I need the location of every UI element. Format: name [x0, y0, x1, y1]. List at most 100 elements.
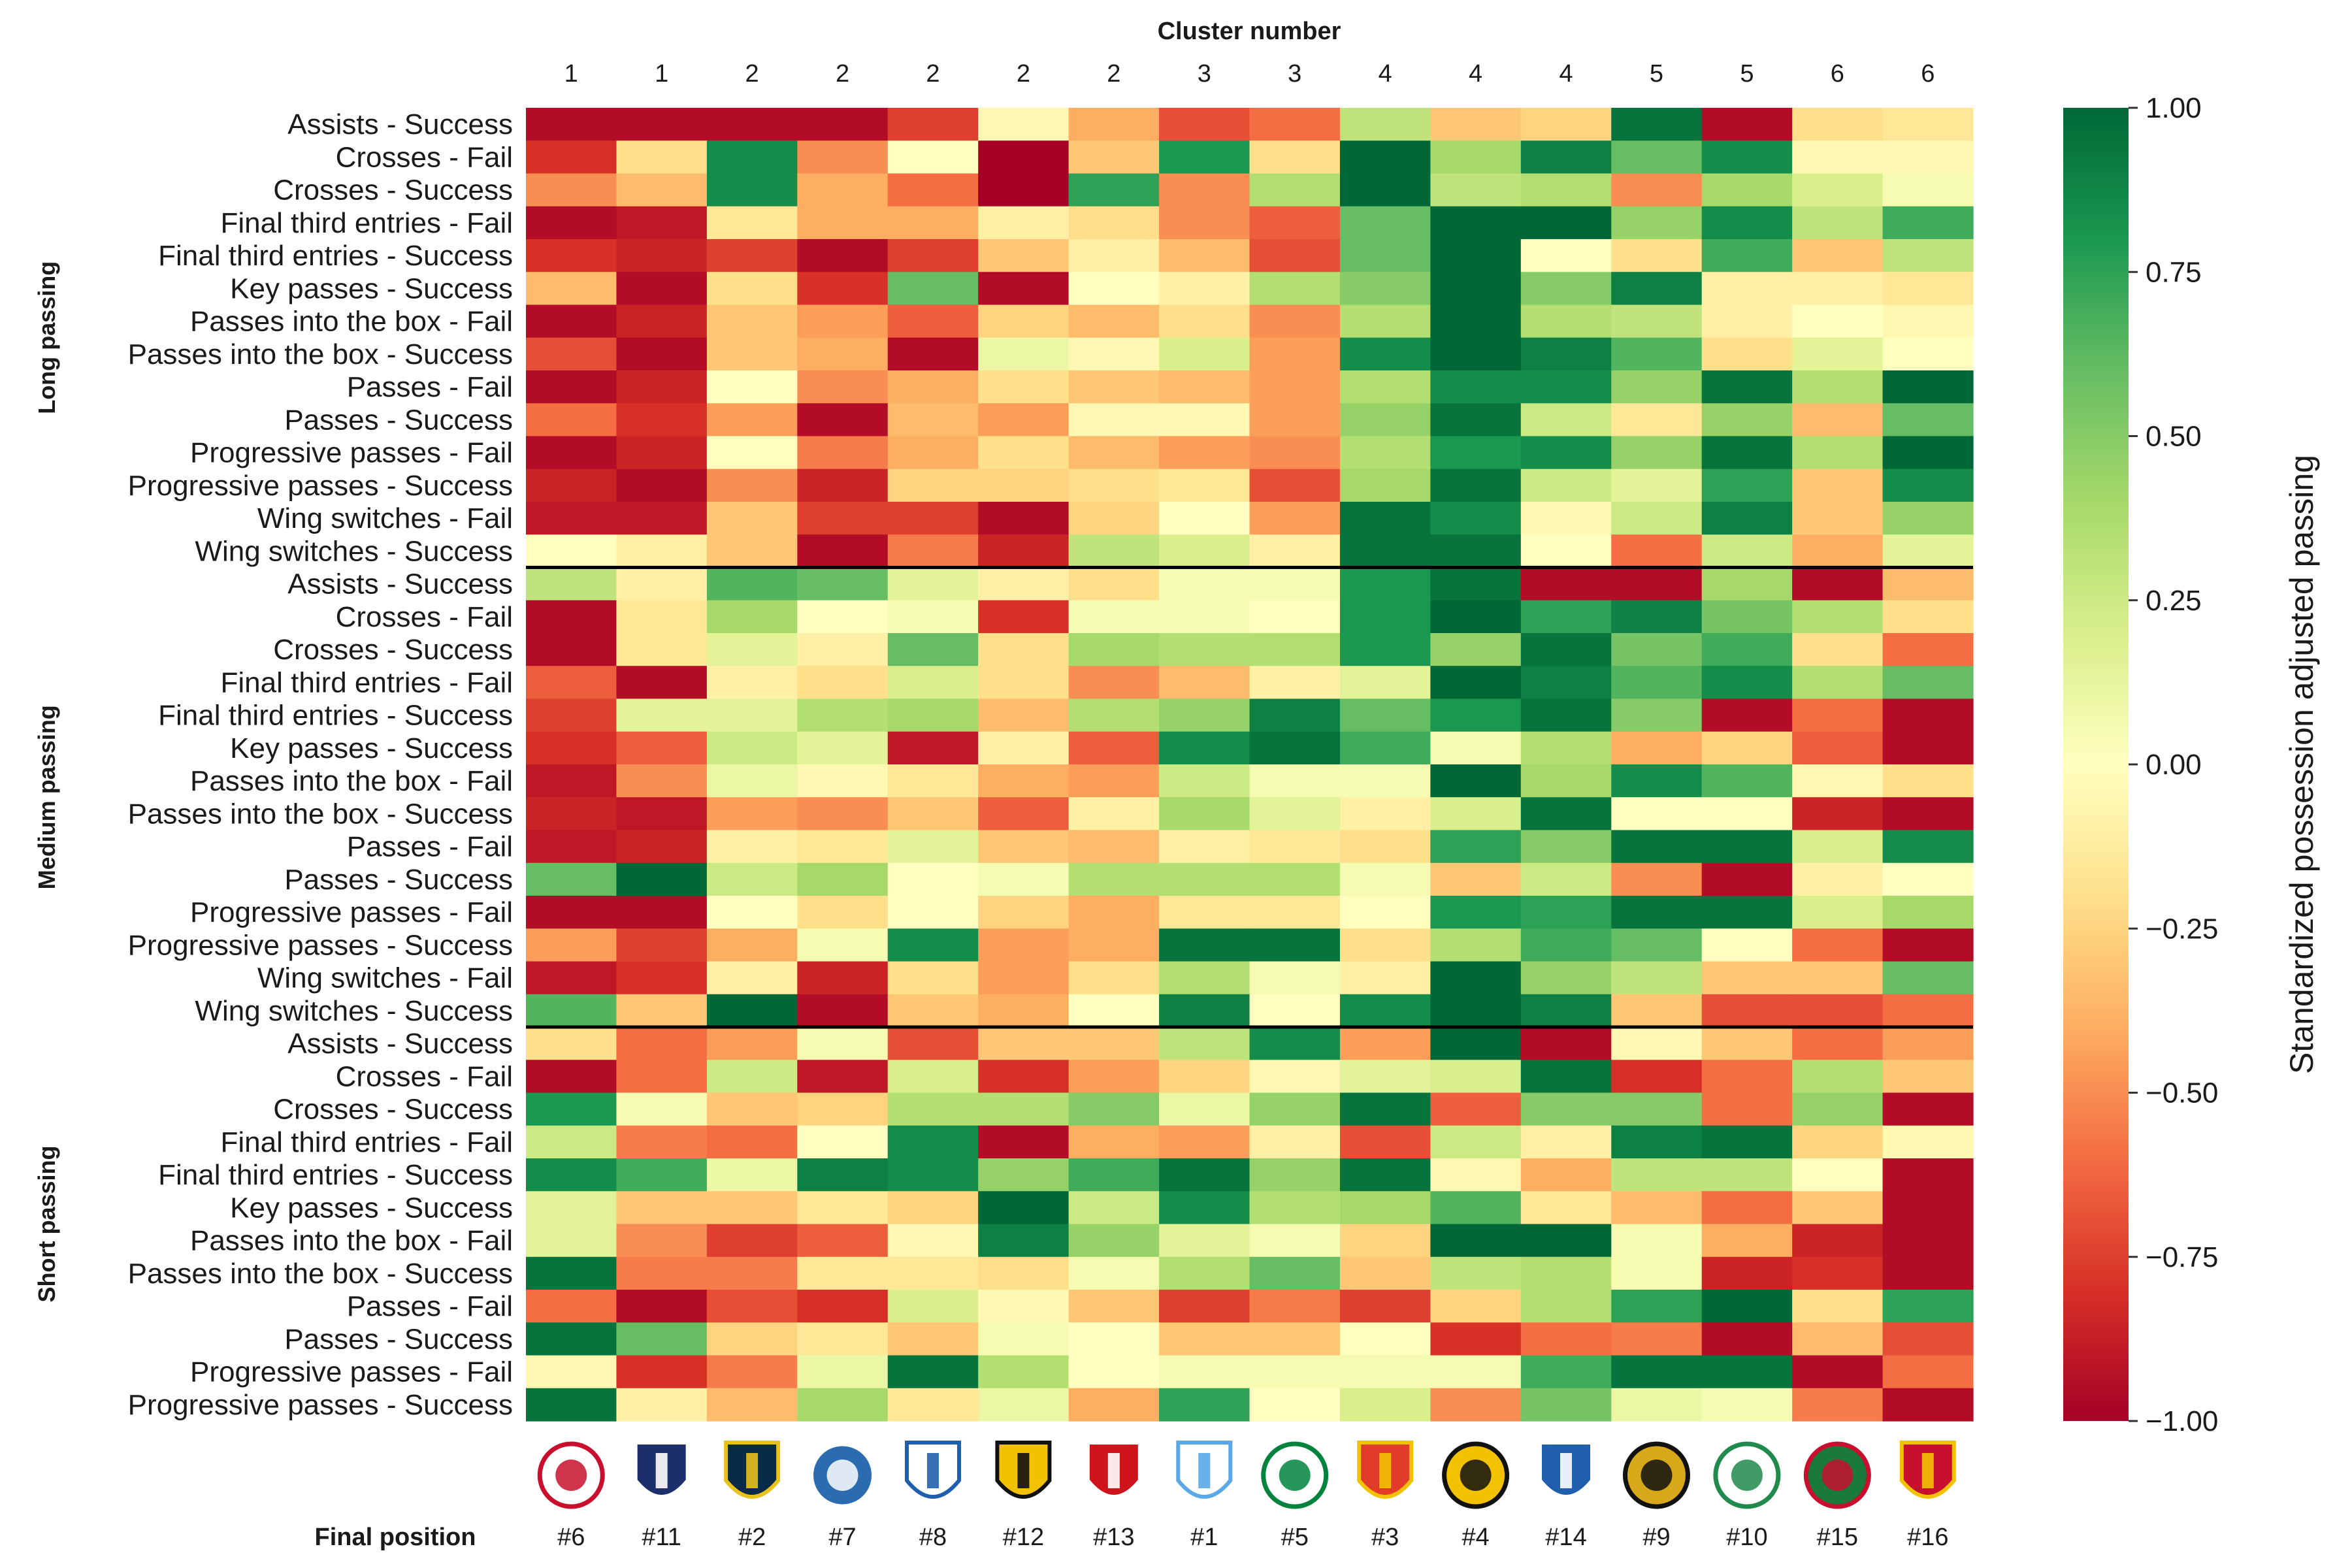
- heatmap-cell: [1249, 173, 1341, 207]
- heatmap-cell: [797, 567, 889, 601]
- heatmap-cell: [616, 698, 708, 732]
- heatmap-cell: [1339, 239, 1431, 272]
- heatmap-cell: [526, 567, 617, 601]
- cluster-number-tick: 4: [1379, 60, 1392, 88]
- heatmap-cell: [1611, 534, 1703, 568]
- heatmap-cell: [1792, 534, 1884, 568]
- heatmap-cell: [706, 1158, 798, 1192]
- heatmap-cell: [978, 108, 1070, 141]
- heatmap-cell: [526, 108, 617, 141]
- heatmap-cell: [887, 534, 979, 568]
- heatmap-cell: [1882, 1388, 1974, 1422]
- final-position-tick: #14: [1545, 1524, 1586, 1551]
- heatmap-cell: [1792, 928, 1884, 962]
- heatmap-cell: [1339, 272, 1431, 306]
- heatmap-cell: [526, 1224, 617, 1258]
- heatmap-cell: [887, 1256, 979, 1290]
- heatmap-cell: [526, 1060, 617, 1094]
- heatmap-cell: [1068, 896, 1160, 929]
- heatmap-cell: [1159, 468, 1250, 502]
- heatmap-cell: [616, 830, 708, 864]
- heatmap-cell: [1701, 502, 1793, 535]
- heatmap-cell: [526, 764, 617, 798]
- heatmap-cell: [1430, 403, 1522, 437]
- heatmap-cell: [1339, 567, 1431, 601]
- heatmap-cell: [1339, 173, 1431, 207]
- heatmap-cell: [1701, 173, 1793, 207]
- heatmap-cell: [978, 1027, 1070, 1060]
- heatmap-cell: [706, 928, 798, 962]
- gif-sundsvall-logo: [1713, 1441, 1781, 1509]
- heatmap-cell: [1159, 731, 1250, 765]
- heatmap-cell: [1068, 272, 1160, 306]
- heatmap-cell: [1249, 468, 1341, 502]
- heatmap-cell: [1882, 633, 1974, 666]
- cluster-number-tick: 1: [655, 60, 668, 88]
- heatmap-cell: [616, 403, 708, 437]
- row-label: Final third entries - Fail: [221, 207, 513, 239]
- heatmap-cell: [797, 666, 889, 700]
- heatmap-cell: [1882, 600, 1974, 634]
- heatmap-cell: [1520, 1125, 1612, 1159]
- heatmap-cell: [1339, 830, 1431, 864]
- group-label: Short passing: [33, 1145, 60, 1302]
- final-position-tick: #7: [828, 1524, 856, 1551]
- final-position-tick: #2: [738, 1524, 766, 1551]
- heatmap-cell: [616, 994, 708, 1028]
- colorbar: [2063, 108, 2129, 1421]
- heatmap-cell: [1430, 534, 1522, 568]
- djurgarden-logo: [1357, 1441, 1414, 1499]
- heatmap-cell: [1611, 1191, 1703, 1225]
- heatmap-cell: [797, 1355, 889, 1389]
- heatmap-cell: [1611, 600, 1703, 634]
- heatmap-cell: [1249, 140, 1341, 174]
- heatmap-cell: [1068, 1027, 1160, 1060]
- heatmap-cell: [1611, 1322, 1703, 1356]
- heatmap-cell: [1339, 1191, 1431, 1225]
- final-position-tick: #10: [1726, 1524, 1767, 1551]
- heatmap-cell: [526, 140, 617, 174]
- heatmap-cell: [978, 698, 1070, 732]
- heatmap-cell: [1068, 994, 1160, 1028]
- heatmap-cell: [1520, 370, 1612, 404]
- heatmap-cell: [616, 1027, 708, 1060]
- heatmap-cell: [706, 206, 798, 240]
- halmstads-bk-logo: [1538, 1441, 1595, 1499]
- heatmap-cell: [1339, 370, 1431, 404]
- row-label: Passes - Success: [284, 1323, 513, 1355]
- heatmap-cell: [1701, 928, 1793, 962]
- heatmap-cell: [1792, 403, 1884, 437]
- heatmap-cell: [706, 108, 798, 141]
- heatmap-cell: [616, 468, 708, 502]
- heatmap-cell: [1882, 666, 1974, 700]
- heatmap-cell: [1882, 1191, 1974, 1225]
- heatmap-cell: [1701, 896, 1793, 929]
- heatmap-cell: [797, 1256, 889, 1290]
- heatmap-cell: [978, 403, 1070, 437]
- colorbar-label: Standardized possession adjusted passing: [2283, 455, 2320, 1074]
- heatmap-cell: [1792, 304, 1884, 338]
- heatmap-cell: [1882, 502, 1974, 535]
- heatmap-cell: [1339, 994, 1431, 1028]
- heatmap-cell: [1159, 698, 1250, 732]
- heatmap-cell: [526, 633, 617, 666]
- heatmap-cell: [1159, 1158, 1250, 1192]
- heatmap-cell: [1249, 370, 1341, 404]
- heatmap-cell: [526, 1158, 617, 1192]
- heatmap-cell: [616, 1355, 708, 1389]
- heatmap-cell: [706, 600, 798, 634]
- heatmap-cell: [616, 633, 708, 666]
- heatmap-cell: [1792, 140, 1884, 174]
- heatmap-cell: [706, 1322, 798, 1356]
- heatmap-cell: [1792, 1125, 1884, 1159]
- final-position-tick: #16: [1907, 1524, 1948, 1551]
- heatmap-cell: [1701, 666, 1793, 700]
- heatmap-cell: [526, 337, 617, 371]
- heatmap-cell: [1701, 370, 1793, 404]
- row-label: Crosses - Success: [273, 1094, 513, 1126]
- heatmap-cell: [1249, 994, 1341, 1028]
- heatmap-cell: [887, 272, 979, 306]
- heatmap-cell: [1701, 830, 1793, 864]
- heatmap-cell: [1882, 337, 1974, 371]
